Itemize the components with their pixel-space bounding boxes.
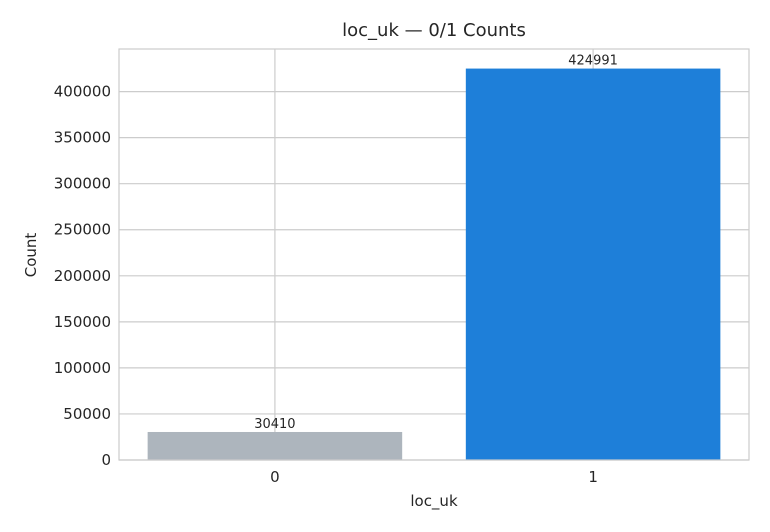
y-axis-label: Count — [22, 233, 40, 278]
x-axis-label: loc_uk — [410, 492, 458, 511]
bar-1 — [465, 68, 721, 460]
chart-title: loc_uk — 0/1 Counts — [342, 20, 526, 41]
y-tick-label: 100000 — [54, 359, 111, 377]
y-tick-label: 350000 — [54, 129, 111, 147]
y-tick-label: 300000 — [54, 175, 111, 193]
y-tick-label: 0 — [101, 451, 111, 469]
x-tick-label: 1 — [588, 468, 598, 486]
data-labels-layer: 30410 424991 — [254, 54, 618, 432]
bars-layer — [147, 68, 721, 460]
y-tick-label: 250000 — [54, 221, 111, 239]
y-tick-label: 50000 — [63, 405, 111, 423]
x-tick-label: 0 — [270, 468, 280, 486]
plot-frame — [118, 48, 750, 461]
bar-value-label: 30410 — [254, 417, 295, 432]
ticks-layer: 0 50000 100000 150000 200000 250000 300000 3500… — [54, 83, 598, 486]
bar-value-label: 424991 — [568, 54, 618, 69]
y-tick-label: 150000 — [54, 313, 111, 331]
y-tick-label: 400000 — [54, 83, 111, 101]
bar-0 — [147, 431, 403, 460]
y-tick-label: 200000 — [54, 267, 111, 285]
